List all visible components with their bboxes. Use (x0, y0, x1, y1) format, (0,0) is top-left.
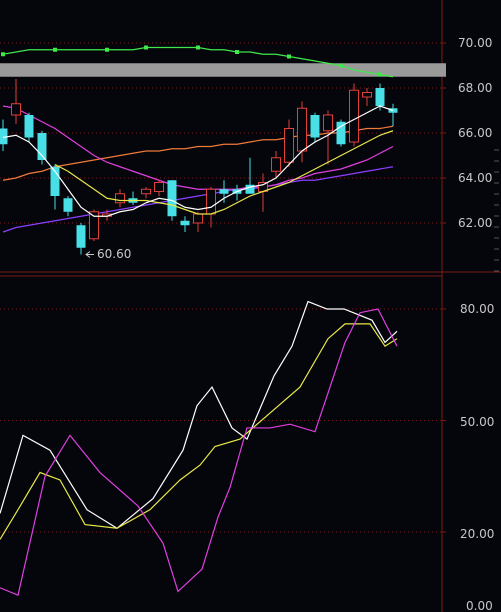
indicator-tick-20: 20.00 (460, 527, 494, 541)
price-tick-64: 64.00 (458, 171, 492, 185)
indicator-line-yellow (0, 323, 398, 540)
candle-body-down (245, 184, 255, 194)
candle-body-down (37, 133, 47, 160)
ma-green-marker (53, 47, 57, 52)
highlight-band (0, 63, 446, 77)
candle-body-up (271, 157, 281, 172)
candle-body-down (0, 128, 8, 145)
candle-body-down (180, 220, 190, 226)
candle-body-up (193, 213, 203, 224)
ma-green-marker (105, 47, 109, 52)
candle-body-up (89, 211, 99, 240)
candle-body-up (323, 114, 333, 132)
price-tick-70: 70.00 (458, 36, 492, 50)
ma-line-white (2, 105, 394, 217)
ma-line-purple (2, 166, 394, 233)
indicator-lines-layer (0, 300, 398, 597)
ma-green-marker (287, 54, 291, 59)
candle-body-down (375, 88, 385, 106)
candle-body-down (336, 121, 346, 145)
indicator-tick-0: 0.00 (466, 599, 493, 612)
candle-body-down (167, 180, 177, 217)
price-tick-66: 66.00 (458, 126, 492, 140)
candle-body-up (115, 193, 125, 204)
ma-green-marker (339, 63, 343, 68)
price-tick-68: 68.00 (458, 81, 492, 95)
price-tick-62: 62.00 (458, 216, 492, 230)
candle-body-down (50, 166, 60, 196)
candle-body-up (141, 188, 151, 195)
candle-body-down (219, 189, 229, 194)
ma-line-magenta (2, 105, 394, 190)
candle-body-up (154, 182, 164, 192)
ma-line-yellow (54, 130, 394, 215)
ma-green-marker (378, 72, 382, 77)
candle-body-up (11, 103, 21, 116)
candle-body-down (63, 198, 73, 212)
candles-layer (0, 79, 398, 255)
indicator-line-white (0, 300, 398, 530)
indicator-tick-80: 80.00 (460, 302, 494, 316)
candle-body-up (284, 128, 294, 163)
ma-green-marker (196, 45, 200, 50)
candle-body-up (206, 188, 216, 215)
candle-body-up (349, 89, 359, 143)
ma-green-marker (144, 45, 148, 50)
indicator-line-magenta (0, 308, 398, 597)
candle-body-up (362, 92, 372, 98)
low-annotation-arrowhead (85, 251, 91, 258)
candle-body-down (24, 115, 34, 138)
candle-body-up (297, 107, 307, 152)
candle-body-down (310, 115, 320, 138)
ma-green-marker (1, 52, 5, 57)
low-price-annotation: 60.60 (97, 247, 131, 261)
ma-green-marker (235, 50, 239, 54)
indicator-tick-50: 50.00 (460, 415, 494, 429)
candle-body-down (76, 225, 86, 248)
